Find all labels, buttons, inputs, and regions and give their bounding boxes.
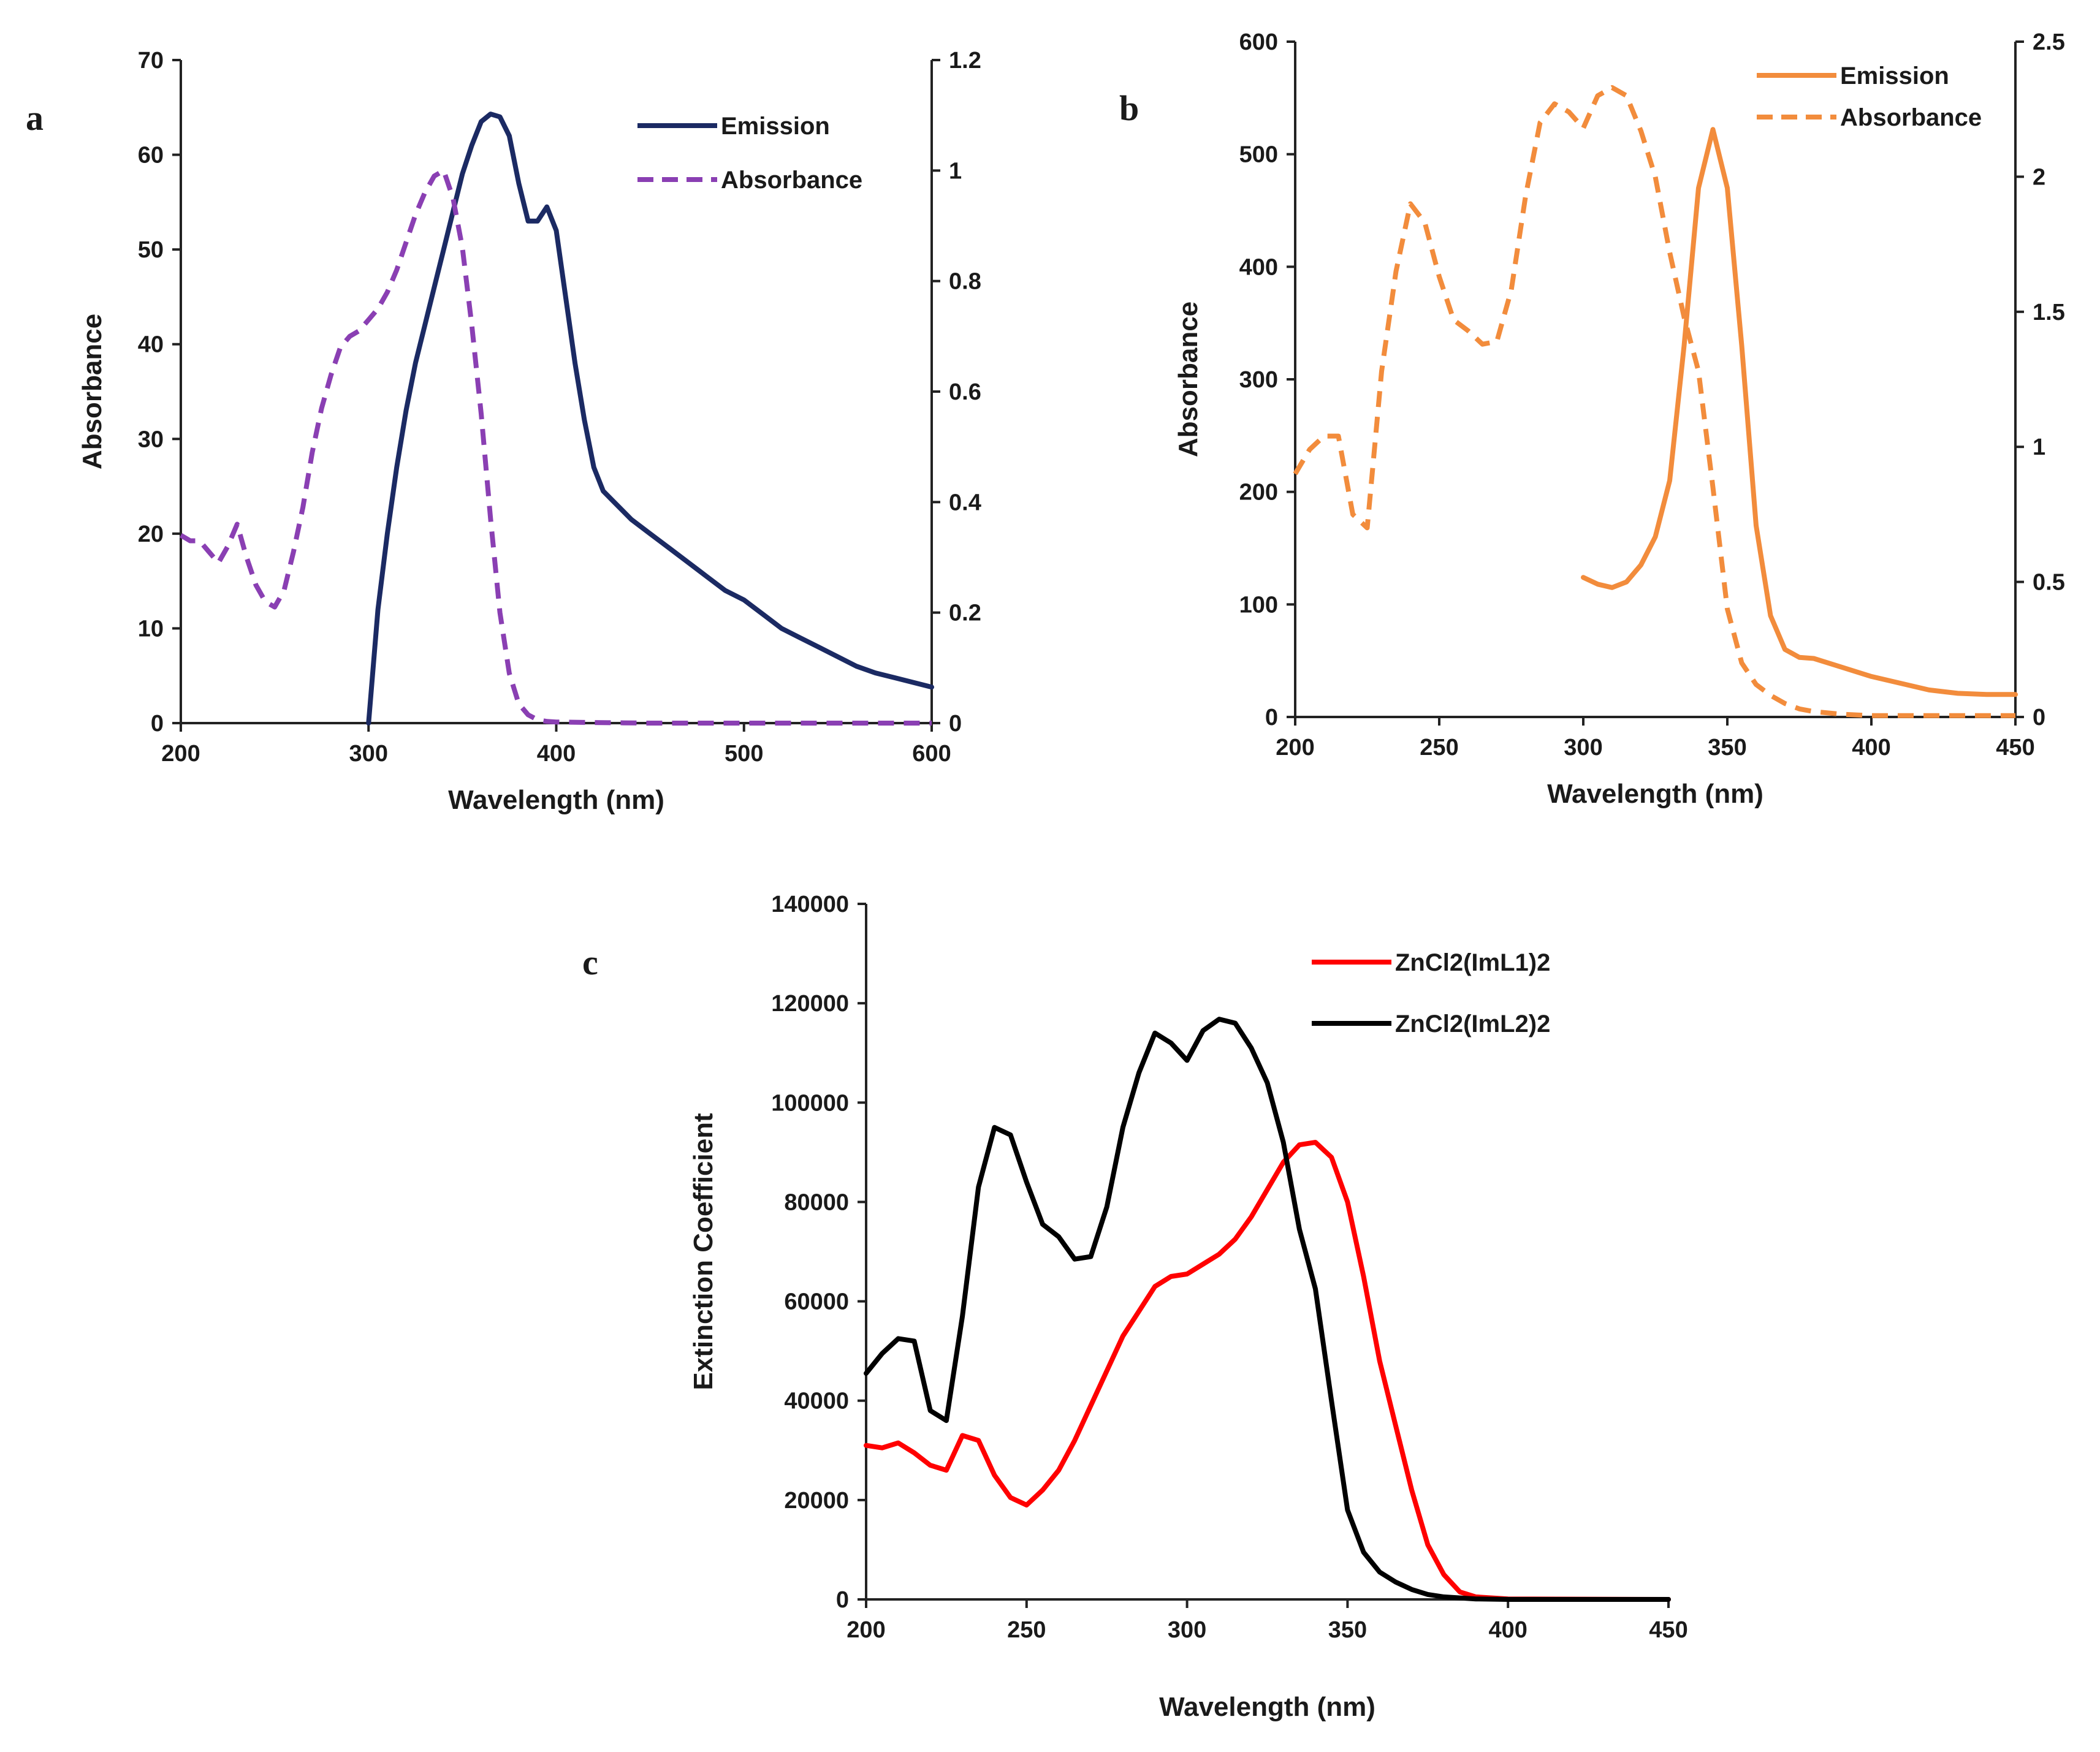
y-tick-label: 40 <box>138 332 164 358</box>
x-axis-title: Wavelength (nm) <box>448 785 664 815</box>
panel-label-b: b <box>1119 88 1139 128</box>
y-tick-label: 140000 <box>771 892 849 917</box>
panel-label-c: c <box>582 942 598 982</box>
x-tick-label: 350 <box>1708 735 1746 760</box>
y-tick-label: 500 <box>1239 142 1278 168</box>
x-axis-title: Wavelength (nm) <box>1159 1692 1375 1722</box>
x-tick-label: 300 <box>1564 735 1602 760</box>
y-tick-label: 0 <box>151 711 164 737</box>
x-tick-label: 400 <box>1852 735 1890 760</box>
y-tick-label: 0 <box>836 1587 849 1613</box>
y-tick-label: 400 <box>1239 254 1278 280</box>
y-tick-label: 200 <box>1239 480 1278 506</box>
y-tick-label: 20 <box>138 521 164 547</box>
y-tick-label: 80000 <box>784 1189 849 1215</box>
series-line-zncl2-iml2-2 <box>864 1017 1671 1602</box>
panel-label-a: a <box>26 98 44 138</box>
x-tick-label: 350 <box>1328 1617 1367 1643</box>
y2-tick-label: 0.8 <box>949 269 981 295</box>
x-tick-label: 450 <box>1996 735 2034 760</box>
x-tick-label: 200 <box>1276 735 1314 760</box>
y-tick-label: 120000 <box>771 991 849 1017</box>
x-tick-label: 200 <box>846 1617 885 1643</box>
y2-tick-label: 0.4 <box>949 490 981 515</box>
y2-tick-label: 1 <box>2033 434 2045 460</box>
x-tick-label: 250 <box>1007 1617 1046 1643</box>
x-tick-label: 600 <box>912 741 951 767</box>
y-tick-label: 10 <box>138 616 164 642</box>
series-line-zncl2-iml1-2 <box>864 1140 1671 1602</box>
chart-panel-a: 200 300 400 500 600 0 10 20 30 40 50 60 70 0 0.2 0.4 0.6… <box>77 48 981 815</box>
y2-tick-label: 1 <box>949 158 962 184</box>
y2-tick-label: 0 <box>2033 705 2045 730</box>
y-tick-label: 70 <box>138 48 164 74</box>
x-tick-label: 450 <box>1649 1617 1687 1643</box>
y-axis-title: Absorbance <box>77 314 107 469</box>
y-tick-label: 40000 <box>784 1389 849 1414</box>
series-line-absorbance <box>179 168 932 726</box>
x-tick-label: 300 <box>349 741 388 767</box>
y-tick-label: 300 <box>1239 367 1278 393</box>
series-line-emission <box>1581 127 2018 697</box>
legend-label: Emission <box>721 113 830 140</box>
x-tick-label: 400 <box>1488 1617 1527 1643</box>
y-axis-title: Absorbance <box>1173 301 1203 457</box>
legend-label: ZnCl2(ImL2)2 <box>1395 1011 1550 1037</box>
x-tick-label: 300 <box>1168 1617 1206 1643</box>
y-tick-label: 60000 <box>784 1289 849 1315</box>
y-tick-label: 50 <box>138 237 164 263</box>
legend-label: Emission <box>1840 63 1949 89</box>
chart-panel-b: 200 250 300 350 400 450 0 100 200 300 400 500 600 0 0.… <box>1173 29 2065 809</box>
y-tick-label: 60 <box>138 143 164 169</box>
series-line-absorbance <box>1293 85 2015 718</box>
y-tick-label: 20000 <box>784 1488 849 1514</box>
y-tick-label: 100000 <box>771 1090 849 1116</box>
y-tick-label: 30 <box>138 427 164 452</box>
x-tick-label: 400 <box>537 741 576 767</box>
y-tick-label: 600 <box>1239 29 1278 55</box>
y-tick-label: 0 <box>1265 705 1278 730</box>
y2-tick-label: 1.2 <box>949 48 981 74</box>
x-tick-label: 500 <box>725 741 763 767</box>
y2-tick-label: 0.2 <box>949 601 981 626</box>
y-axis-title: Extinction Coefficient <box>688 1113 718 1390</box>
y2-tick-label: 0.5 <box>2033 570 2065 596</box>
y2-tick-label: 0 <box>949 711 962 737</box>
legend-label: Absorbance <box>1840 104 1982 131</box>
y-tick-label: 100 <box>1239 592 1278 618</box>
x-tick-label: 250 <box>1420 735 1458 760</box>
legend-label: ZnCl2(ImL1)2 <box>1395 949 1550 976</box>
y2-tick-label: 0.6 <box>949 379 981 405</box>
y2-tick-label: 1.5 <box>2033 300 2065 325</box>
x-tick-label: 200 <box>161 741 200 767</box>
y2-tick-label: 2 <box>2033 164 2045 190</box>
series-line-emission <box>366 112 934 726</box>
legend-label: Absorbance <box>721 167 862 194</box>
chart-panel-c: 200 250 300 350 400 450 0 20000 40000 60000 80000 1… <box>688 892 1688 1722</box>
y2-tick-label: 2.5 <box>2033 29 2065 55</box>
x-axis-title: Wavelength (nm) <box>1547 779 1763 809</box>
